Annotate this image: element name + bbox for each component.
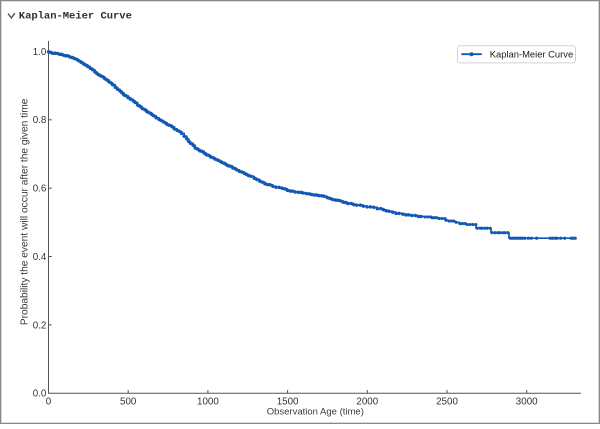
svg-text:Probability the event will occ: Probability the event will occur after t…: [19, 98, 30, 325]
svg-text:0.2: 0.2: [33, 320, 47, 331]
svg-text:0: 0: [46, 397, 52, 408]
svg-text:Kaplan-Meier Curve: Kaplan-Meier Curve: [490, 49, 573, 60]
svg-text:Observation Age (time): Observation Age (time): [267, 406, 364, 417]
svg-text:0.0: 0.0: [33, 389, 47, 400]
svg-text:Kaplan-Meier Curve: Kaplan-Meier Curve: [19, 11, 132, 23]
svg-text:0.8: 0.8: [33, 115, 47, 126]
svg-text:2000: 2000: [356, 397, 378, 408]
svg-text:0.6: 0.6: [33, 184, 47, 195]
svg-text:1.0: 1.0: [33, 47, 47, 58]
svg-text:1000: 1000: [197, 397, 219, 408]
svg-text:3000: 3000: [516, 397, 538, 408]
svg-text:2500: 2500: [436, 397, 458, 408]
svg-text:0.4: 0.4: [33, 252, 47, 263]
svg-text:500: 500: [120, 397, 137, 408]
svg-text:1500: 1500: [277, 397, 299, 408]
